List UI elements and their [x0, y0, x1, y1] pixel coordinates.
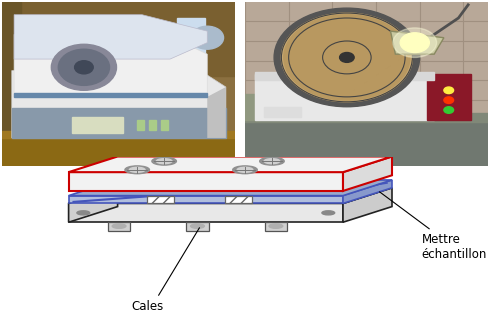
- Bar: [108, 222, 130, 231]
- Circle shape: [191, 26, 223, 49]
- Circle shape: [264, 159, 280, 164]
- Bar: [161, 120, 168, 130]
- Bar: [265, 107, 301, 117]
- Polygon shape: [14, 15, 207, 59]
- Circle shape: [281, 13, 413, 102]
- Circle shape: [152, 157, 176, 165]
- Circle shape: [125, 166, 149, 174]
- Circle shape: [233, 166, 257, 174]
- Polygon shape: [69, 172, 343, 191]
- Bar: [2, 133, 235, 166]
- Bar: [255, 74, 434, 120]
- Bar: [245, 113, 488, 121]
- Circle shape: [444, 107, 454, 113]
- Polygon shape: [14, 34, 207, 97]
- Circle shape: [274, 8, 419, 107]
- Circle shape: [400, 33, 429, 53]
- Bar: [245, 117, 488, 166]
- Circle shape: [284, 15, 410, 100]
- Polygon shape: [343, 180, 392, 203]
- Bar: [427, 74, 470, 120]
- Circle shape: [77, 211, 90, 215]
- Polygon shape: [69, 188, 392, 203]
- Circle shape: [237, 167, 253, 172]
- Polygon shape: [391, 31, 444, 54]
- Polygon shape: [343, 188, 392, 222]
- Bar: [265, 222, 287, 231]
- Text: Cales
intermédiaires: Cales intermédiaires: [104, 228, 199, 313]
- Circle shape: [112, 224, 126, 228]
- Text: Mettre
échantillon: Mettre échantillon: [380, 192, 487, 261]
- Polygon shape: [207, 87, 226, 138]
- Bar: [186, 222, 209, 231]
- Bar: [2, 131, 235, 138]
- Polygon shape: [12, 71, 226, 138]
- Circle shape: [74, 61, 93, 74]
- Bar: [147, 196, 174, 203]
- Polygon shape: [69, 188, 118, 222]
- Circle shape: [58, 49, 110, 85]
- Bar: [14, 93, 207, 97]
- Circle shape: [444, 97, 454, 104]
- Polygon shape: [69, 180, 392, 196]
- Bar: [245, 2, 488, 120]
- Bar: [149, 120, 156, 130]
- Polygon shape: [69, 203, 343, 222]
- Circle shape: [269, 224, 283, 228]
- Circle shape: [156, 159, 172, 164]
- Bar: [177, 18, 205, 67]
- Bar: [225, 196, 252, 203]
- Bar: [245, 94, 260, 120]
- Circle shape: [340, 53, 354, 62]
- Bar: [137, 120, 145, 130]
- Bar: [255, 72, 434, 80]
- Bar: [2, 2, 21, 166]
- Circle shape: [260, 157, 284, 165]
- Circle shape: [393, 28, 437, 58]
- Circle shape: [191, 224, 204, 228]
- Bar: [2, 2, 235, 75]
- Circle shape: [444, 87, 454, 94]
- Circle shape: [51, 44, 117, 90]
- Polygon shape: [69, 156, 392, 172]
- Bar: [12, 108, 226, 138]
- Bar: [73, 117, 123, 133]
- Polygon shape: [343, 156, 392, 191]
- Circle shape: [322, 211, 335, 215]
- Circle shape: [129, 167, 145, 172]
- Polygon shape: [69, 196, 343, 203]
